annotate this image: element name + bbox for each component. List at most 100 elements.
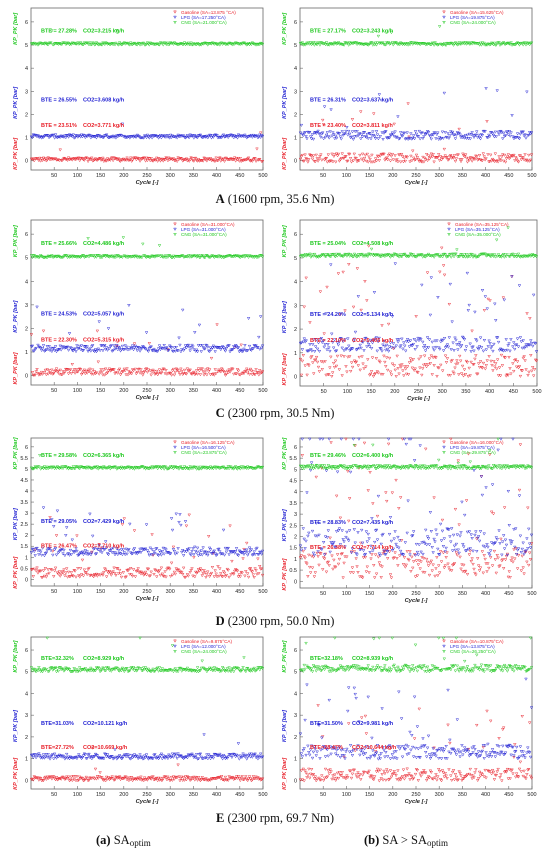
x-tick-label: 400 bbox=[212, 388, 221, 394]
data-point bbox=[85, 371, 89, 375]
data-point bbox=[370, 356, 375, 360]
data-point bbox=[251, 347, 255, 351]
data-point bbox=[371, 443, 375, 447]
data-point bbox=[176, 349, 180, 353]
data-point bbox=[75, 534, 79, 538]
data-point bbox=[352, 444, 356, 447]
data-point bbox=[90, 43, 94, 47]
data-point bbox=[449, 348, 453, 352]
data-point bbox=[250, 159, 255, 163]
data-point bbox=[300, 454, 305, 458]
data-point bbox=[73, 467, 77, 471]
data-point bbox=[319, 552, 323, 556]
x-tick-label: 450 bbox=[509, 389, 518, 395]
data-point bbox=[498, 158, 502, 162]
data-point bbox=[333, 359, 338, 363]
data-point bbox=[64, 367, 68, 371]
data-point bbox=[30, 136, 35, 140]
data-point bbox=[390, 549, 395, 553]
data-point bbox=[189, 553, 193, 557]
data-point bbox=[444, 135, 448, 139]
data-point bbox=[518, 132, 523, 136]
data-point bbox=[164, 256, 168, 260]
data-point bbox=[134, 135, 139, 139]
data-point bbox=[93, 135, 98, 139]
data-point bbox=[126, 158, 130, 162]
data-point bbox=[40, 372, 45, 376]
data-point bbox=[512, 528, 516, 532]
data-point bbox=[331, 131, 335, 135]
data-point bbox=[359, 137, 363, 141]
data-point bbox=[135, 349, 139, 353]
data-point bbox=[180, 467, 184, 471]
co2-annotation: CO2=7.710 kg/h bbox=[83, 543, 125, 549]
data-point bbox=[334, 160, 338, 164]
data-point bbox=[512, 153, 516, 157]
data-point bbox=[525, 560, 529, 564]
data-point bbox=[379, 372, 383, 376]
data-point bbox=[484, 364, 488, 368]
data-point bbox=[166, 159, 170, 163]
x-tick-label: 450 bbox=[504, 173, 513, 179]
data-point bbox=[432, 160, 436, 164]
data-point bbox=[479, 43, 484, 47]
data-point bbox=[121, 236, 126, 240]
data-point bbox=[515, 360, 520, 364]
data-point bbox=[356, 134, 360, 138]
data-point bbox=[306, 534, 310, 538]
legend-marker bbox=[173, 451, 177, 455]
data-point bbox=[430, 155, 434, 159]
data-point bbox=[116, 371, 120, 375]
data-point bbox=[502, 255, 506, 259]
co2-annotation: CO2=6.365 kg/h bbox=[83, 453, 125, 459]
data-point bbox=[230, 559, 234, 563]
data-point bbox=[456, 153, 460, 157]
data-point bbox=[259, 567, 264, 571]
data-point bbox=[452, 562, 457, 566]
data-point bbox=[485, 359, 489, 363]
data-point bbox=[388, 42, 393, 46]
data-point bbox=[437, 553, 442, 557]
data-point bbox=[423, 571, 427, 575]
data-point bbox=[67, 332, 72, 336]
data-point bbox=[45, 465, 49, 469]
data-point bbox=[234, 568, 239, 572]
data-point bbox=[220, 574, 224, 578]
data-point bbox=[241, 349, 245, 353]
data-point bbox=[317, 254, 322, 258]
data-point bbox=[144, 42, 149, 46]
data-point bbox=[247, 546, 252, 550]
y-tick-label: 5 bbox=[294, 467, 297, 473]
x-tick-label: 400 bbox=[485, 389, 494, 395]
data-point bbox=[129, 41, 133, 45]
co2-annotation: CO2=3.637 kg/h bbox=[352, 98, 394, 104]
data-point bbox=[484, 486, 488, 490]
data-point bbox=[52, 467, 57, 471]
data-point bbox=[524, 343, 528, 347]
data-point bbox=[324, 41, 329, 45]
data-point bbox=[339, 157, 343, 161]
data-point bbox=[468, 137, 472, 141]
data-point bbox=[150, 370, 154, 374]
data-point bbox=[437, 552, 441, 556]
data-point bbox=[148, 574, 152, 578]
data-point bbox=[169, 517, 174, 521]
data-point bbox=[94, 255, 99, 259]
data-point bbox=[448, 282, 452, 286]
data-point bbox=[103, 344, 107, 348]
y-tick-label: 0 bbox=[294, 159, 297, 165]
data-point bbox=[308, 42, 312, 46]
data-point bbox=[85, 550, 89, 554]
data-point bbox=[411, 566, 415, 570]
data-point bbox=[194, 467, 199, 471]
data-point bbox=[438, 522, 443, 526]
data-point bbox=[107, 158, 112, 162]
y-axis-label: KP_PK [bar] bbox=[282, 437, 288, 469]
data-point bbox=[376, 340, 380, 344]
y-tick-label: 4 bbox=[294, 280, 297, 286]
data-point bbox=[421, 340, 425, 344]
data-point bbox=[258, 466, 263, 470]
data-point bbox=[306, 130, 310, 134]
data-point bbox=[370, 465, 374, 469]
data-point bbox=[462, 368, 467, 372]
